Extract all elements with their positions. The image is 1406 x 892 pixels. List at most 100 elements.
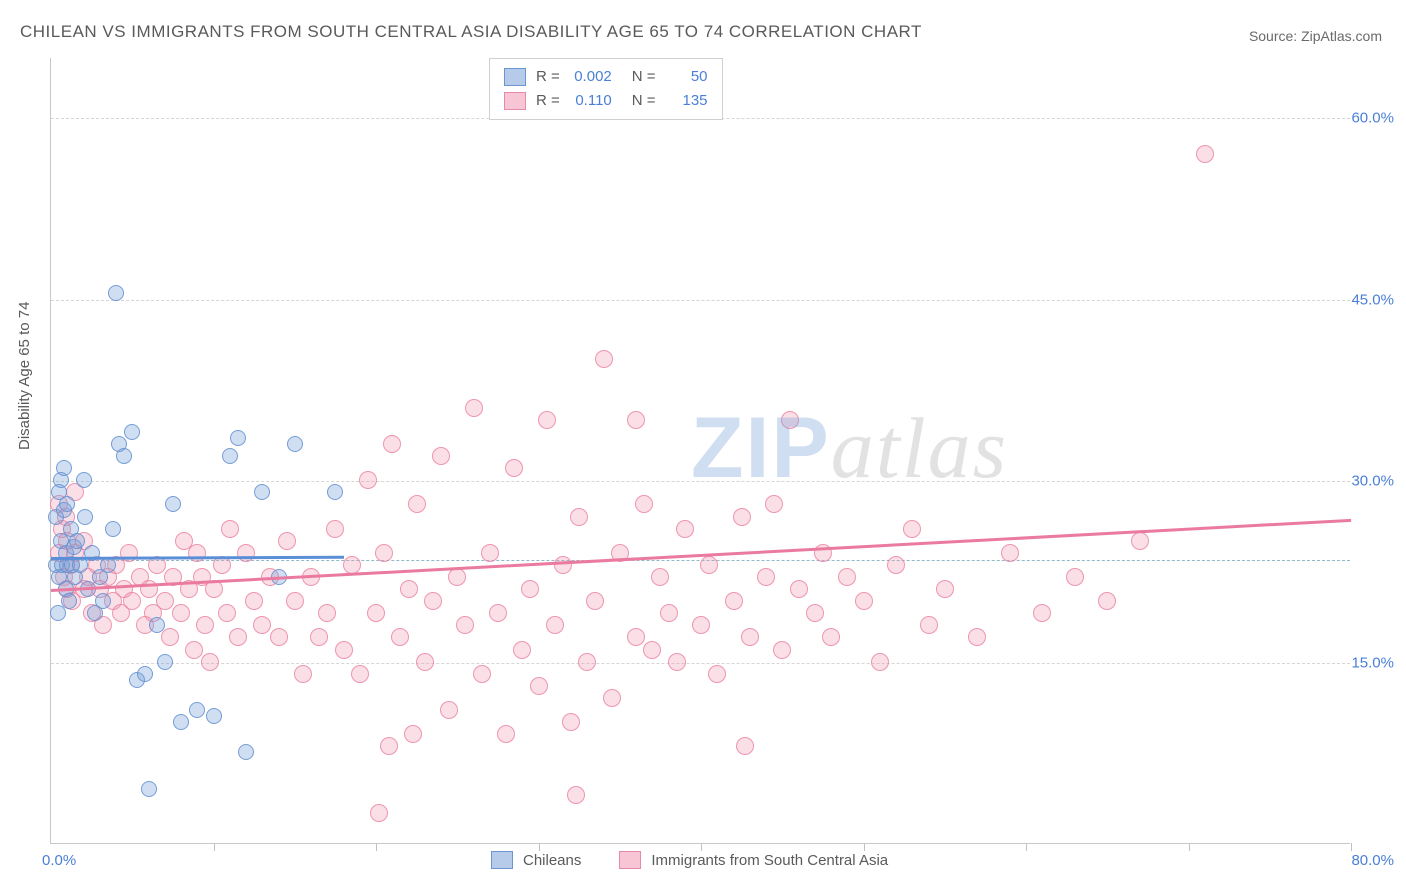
data-point-pink bbox=[513, 641, 531, 659]
data-point-blue bbox=[95, 593, 111, 609]
data-point-pink bbox=[773, 641, 791, 659]
data-point-pink bbox=[643, 641, 661, 659]
x-tick bbox=[539, 843, 540, 851]
data-point-pink bbox=[408, 495, 426, 513]
data-point-pink bbox=[1066, 568, 1084, 586]
y-axis-label: Disability Age 65 to 74 bbox=[16, 302, 33, 450]
data-point-blue bbox=[206, 708, 222, 724]
data-point-pink bbox=[968, 628, 986, 646]
x-axis-origin-label: 0.0% bbox=[42, 852, 76, 869]
data-point-pink bbox=[465, 399, 483, 417]
data-point-pink bbox=[627, 628, 645, 646]
data-point-blue bbox=[124, 424, 140, 440]
data-point-blue bbox=[230, 430, 246, 446]
data-point-pink bbox=[161, 628, 179, 646]
data-point-blue bbox=[76, 472, 92, 488]
y-tick-label: 45.0% bbox=[1351, 291, 1394, 308]
data-point-pink bbox=[432, 447, 450, 465]
data-point-pink bbox=[781, 411, 799, 429]
data-point-pink bbox=[700, 556, 718, 574]
data-point-pink bbox=[538, 411, 556, 429]
legend-label-immigrants: Immigrants from South Central Asia bbox=[651, 852, 888, 869]
data-point-pink bbox=[375, 544, 393, 562]
r-label: R = bbox=[536, 65, 560, 89]
data-point-pink bbox=[757, 568, 775, 586]
data-point-pink bbox=[603, 689, 621, 707]
data-point-pink bbox=[733, 508, 751, 526]
data-point-pink bbox=[456, 616, 474, 634]
data-point-pink bbox=[725, 592, 743, 610]
data-point-pink bbox=[440, 701, 458, 719]
data-point-blue bbox=[50, 605, 66, 621]
data-point-pink bbox=[676, 520, 694, 538]
data-point-pink bbox=[473, 665, 491, 683]
data-point-pink bbox=[448, 568, 466, 586]
data-point-pink bbox=[270, 628, 288, 646]
data-point-pink bbox=[595, 350, 613, 368]
data-point-pink bbox=[253, 616, 271, 634]
data-point-pink bbox=[635, 495, 653, 513]
x-tick bbox=[864, 843, 865, 851]
x-tick bbox=[701, 843, 702, 851]
y-tick-label: 15.0% bbox=[1351, 654, 1394, 671]
data-point-pink bbox=[1001, 544, 1019, 562]
n-value-pink: 135 bbox=[662, 89, 708, 113]
source-attribution: Source: ZipAtlas.com bbox=[1249, 28, 1382, 44]
data-point-pink bbox=[218, 604, 236, 622]
data-point-blue bbox=[56, 460, 72, 476]
chart-title: CHILEAN VS IMMIGRANTS FROM SOUTH CENTRAL… bbox=[20, 22, 922, 42]
y-tick-label: 60.0% bbox=[1351, 110, 1394, 127]
data-point-blue bbox=[327, 484, 343, 500]
data-point-pink bbox=[570, 508, 588, 526]
data-point-blue bbox=[254, 484, 270, 500]
swatch-blue-icon bbox=[491, 851, 513, 869]
data-point-pink bbox=[172, 604, 190, 622]
data-point-pink bbox=[400, 580, 418, 598]
data-point-pink bbox=[335, 641, 353, 659]
data-point-pink bbox=[1098, 592, 1116, 610]
data-point-pink bbox=[871, 653, 889, 671]
plot-area: R = 0.002 N = 50 R = 0.110 N = 135 ZIPat… bbox=[50, 58, 1350, 844]
data-point-blue bbox=[61, 593, 77, 609]
legend-label-chileans: Chileans bbox=[523, 852, 581, 869]
data-point-blue bbox=[137, 666, 153, 682]
gridline bbox=[51, 300, 1350, 301]
data-point-pink bbox=[741, 628, 759, 646]
swatch-blue-icon bbox=[504, 68, 526, 86]
x-tick bbox=[376, 843, 377, 851]
n-value-blue: 50 bbox=[662, 65, 708, 89]
data-point-pink bbox=[156, 592, 174, 610]
data-point-blue bbox=[287, 436, 303, 452]
data-point-pink bbox=[370, 804, 388, 822]
data-point-blue bbox=[141, 781, 157, 797]
x-axis-max-label: 80.0% bbox=[1351, 852, 1394, 869]
data-point-pink bbox=[481, 544, 499, 562]
data-point-pink bbox=[651, 568, 669, 586]
x-tick bbox=[214, 843, 215, 851]
r-label: R = bbox=[536, 89, 560, 113]
data-point-pink bbox=[660, 604, 678, 622]
data-point-pink bbox=[554, 556, 572, 574]
data-point-pink bbox=[887, 556, 905, 574]
data-point-blue bbox=[69, 533, 85, 549]
data-point-pink bbox=[936, 580, 954, 598]
data-point-pink bbox=[359, 471, 377, 489]
data-point-blue bbox=[105, 521, 121, 537]
y-tick-label: 30.0% bbox=[1351, 473, 1394, 490]
data-point-blue bbox=[165, 496, 181, 512]
data-point-pink bbox=[318, 604, 336, 622]
data-point-pink bbox=[627, 411, 645, 429]
data-point-pink bbox=[505, 459, 523, 477]
data-point-blue bbox=[173, 714, 189, 730]
data-point-pink bbox=[123, 592, 141, 610]
data-point-pink bbox=[310, 628, 328, 646]
data-point-pink bbox=[489, 604, 507, 622]
data-point-pink bbox=[546, 616, 564, 634]
data-point-pink bbox=[903, 520, 921, 538]
data-point-pink bbox=[351, 665, 369, 683]
data-point-pink bbox=[838, 568, 856, 586]
data-point-pink bbox=[245, 592, 263, 610]
data-point-pink bbox=[278, 532, 296, 550]
data-point-pink bbox=[562, 713, 580, 731]
data-point-pink bbox=[530, 677, 548, 695]
